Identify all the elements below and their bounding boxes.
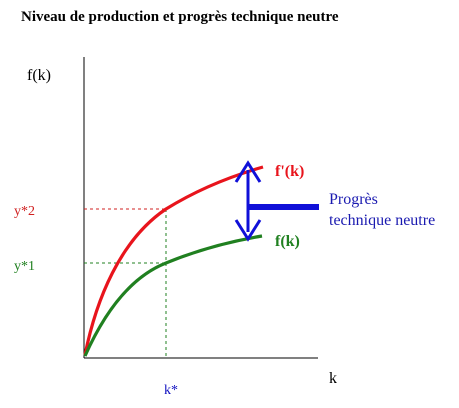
x-tick-k-star: k*: [164, 383, 178, 398]
curve-lower: [83, 234, 263, 357]
y-tick-high: y*2: [14, 204, 35, 219]
annotation-line-2: technique neutre: [329, 212, 435, 229]
figure-title: Niveau de production et progrès techniqu…: [21, 9, 339, 25]
x-axis-label: k: [329, 370, 337, 387]
shift-marker-bar: [249, 204, 319, 210]
annotation-line-1: Progrès: [329, 191, 378, 208]
curve-upper: [83, 165, 264, 356]
y-axis-label: f(k): [27, 67, 51, 84]
y-tick-low: y*1: [14, 259, 35, 274]
curve-lower-label: f(k): [275, 233, 300, 250]
shift-arrow: [234, 160, 262, 242]
curve-upper-label: f'(k): [275, 163, 304, 180]
